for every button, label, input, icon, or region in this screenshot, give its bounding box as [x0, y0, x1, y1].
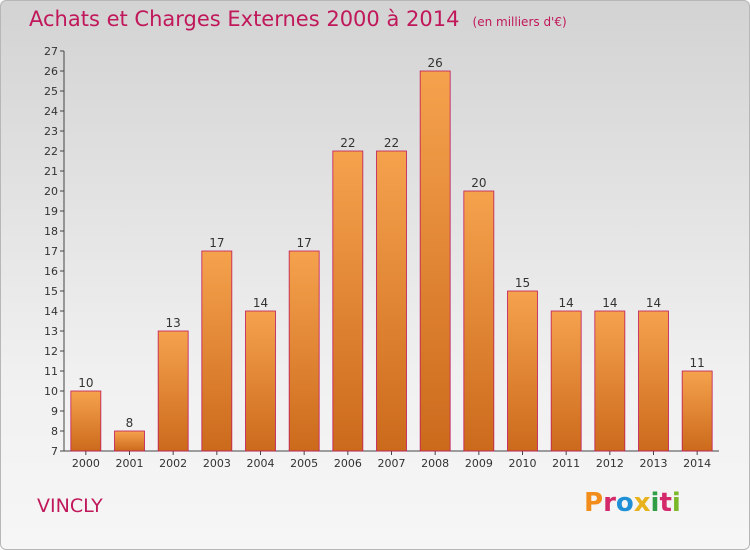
bar-value-label: 10 [78, 376, 93, 390]
logo-letter: r [603, 488, 616, 518]
y-tick-label: 25 [44, 85, 58, 98]
y-tick-label: 13 [44, 325, 58, 338]
proxiti-logo: Proxiti [584, 488, 681, 518]
bar-value-label: 15 [515, 276, 530, 290]
y-tick-label: 23 [44, 125, 58, 138]
x-tick-label: 2011 [552, 457, 580, 470]
x-tick-label: 2010 [509, 457, 537, 470]
y-tick-label: 10 [44, 385, 58, 398]
chart-title-block: Achats et Charges Externes 2000 à 2014 (… [29, 7, 567, 31]
x-tick-label: 2013 [640, 457, 668, 470]
bar-value-label: 14 [646, 296, 661, 310]
x-tick-label: 2008 [421, 457, 449, 470]
bar-value-label: 14 [602, 296, 617, 310]
y-tick-label: 12 [44, 345, 58, 358]
y-tick-label: 9 [51, 405, 58, 418]
x-tick-label: 2012 [596, 457, 624, 470]
y-tick-label: 8 [51, 425, 58, 438]
bar-value-label: 11 [690, 356, 705, 370]
city-name: VINCLY [37, 495, 103, 517]
x-tick-label: 2014 [683, 457, 711, 470]
x-tick-label: 2009 [465, 457, 493, 470]
y-tick-label: 11 [44, 365, 58, 378]
y-tick-label: 26 [44, 65, 58, 78]
bar [157, 330, 189, 452]
chart-axes: 7 8 9 10 11 12 13 14 15 16 17 18 19 20 21 22 23 24 25 26 27 [44, 45, 719, 458]
y-tick-label: 24 [44, 105, 58, 118]
y-tick-label: 18 [44, 225, 58, 238]
x-tick-label: 2002 [159, 457, 187, 470]
y-tick-label: 27 [44, 45, 58, 58]
bar-value-label: 20 [471, 176, 486, 190]
bar [288, 250, 320, 452]
bar-value-label: 17 [297, 236, 312, 250]
x-tick-label: 2005 [290, 457, 318, 470]
x-tick-label: 2006 [334, 457, 362, 470]
bar [594, 310, 626, 452]
bar-value-label: 22 [340, 136, 355, 150]
bar [376, 150, 407, 452]
bar-value-label: 14 [253, 296, 268, 310]
bar-value-label: 8 [126, 416, 134, 430]
bar [332, 150, 364, 452]
bar [245, 310, 276, 452]
x-tick-label: 2000 [72, 457, 100, 470]
chart-title: Achats et Charges Externes 2000 à 2014 [29, 7, 460, 31]
logo-letter: x [633, 488, 651, 518]
y-tick-label: 16 [44, 265, 58, 278]
x-tick-label: 2004 [247, 457, 275, 470]
bar [70, 390, 102, 452]
bar [201, 250, 233, 452]
bar-value-label: 14 [559, 296, 574, 310]
chart-bars [70, 70, 713, 452]
x-tick-label: 2007 [378, 457, 406, 470]
bar-value-label: 13 [166, 316, 181, 330]
bar-value-label: 22 [384, 136, 399, 150]
logo-letter: i [671, 488, 681, 518]
bar [550, 310, 582, 452]
bar-value-label: 26 [428, 56, 443, 70]
x-tick-label: 2001 [116, 457, 144, 470]
y-tick-label: 14 [44, 305, 58, 318]
y-tick-label: 21 [44, 165, 58, 178]
y-tick-label: 22 [44, 145, 58, 158]
logo-letter: P [584, 488, 604, 518]
y-tick-label: 19 [44, 205, 58, 218]
chart-labels: 10 2000 8 2001 13 2002 17 2003 14 2004 17 2005 22 200… [72, 56, 711, 470]
x-tick-label: 2003 [203, 457, 231, 470]
logo-letter: i [650, 488, 660, 518]
bar [463, 190, 495, 452]
logo-letter: o [615, 488, 634, 518]
bar [419, 70, 451, 452]
bar [114, 430, 145, 452]
logo-letter: t [659, 488, 672, 518]
y-tick-label: 20 [44, 185, 58, 198]
bar-value-label: 17 [209, 236, 224, 250]
y-tick-label: 7 [51, 445, 58, 458]
bar [638, 310, 669, 452]
y-tick-label: 15 [44, 285, 58, 298]
y-tick-label: 17 [44, 245, 58, 258]
bar [507, 290, 538, 452]
bar [681, 370, 713, 452]
chart-unit: (en milliers d'€) [472, 15, 567, 29]
